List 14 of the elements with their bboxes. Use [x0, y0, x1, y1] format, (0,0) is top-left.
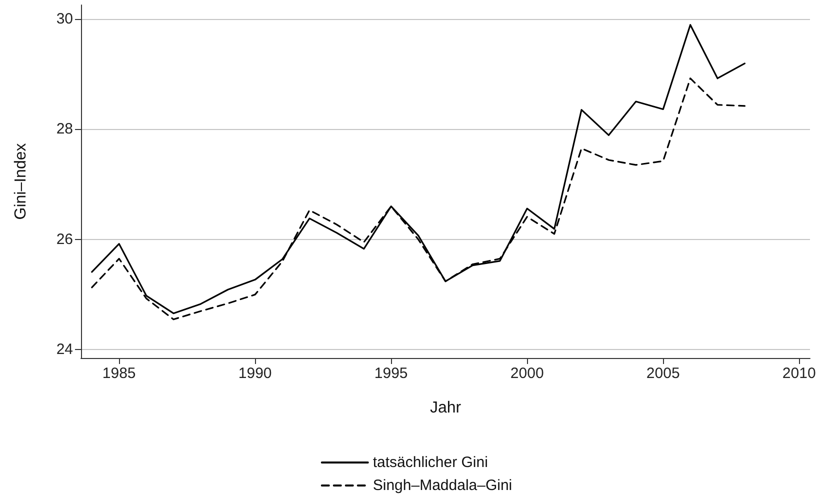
y-tick-label: 30 [56, 10, 73, 28]
y-tick-label: 24 [56, 341, 73, 358]
x-tick-label: 2000 [510, 365, 544, 382]
x-tick-label: 1990 [238, 365, 272, 382]
legend-label: Singh–Maddala–Gini [372, 477, 512, 494]
x-tick-label: 2005 [646, 365, 680, 382]
y-tick-label: 28 [56, 120, 73, 138]
legend-label: tatsächlicher Gini [372, 454, 488, 471]
x-axis-title: Jahr [430, 400, 462, 416]
y-axis-title: Gini–Index [12, 143, 30, 220]
x-tick-label: 2010 [782, 365, 816, 382]
x-tick-label: 1995 [374, 365, 408, 382]
y-tick-label: 26 [56, 230, 73, 248]
x-tick-label: 1985 [102, 365, 136, 382]
